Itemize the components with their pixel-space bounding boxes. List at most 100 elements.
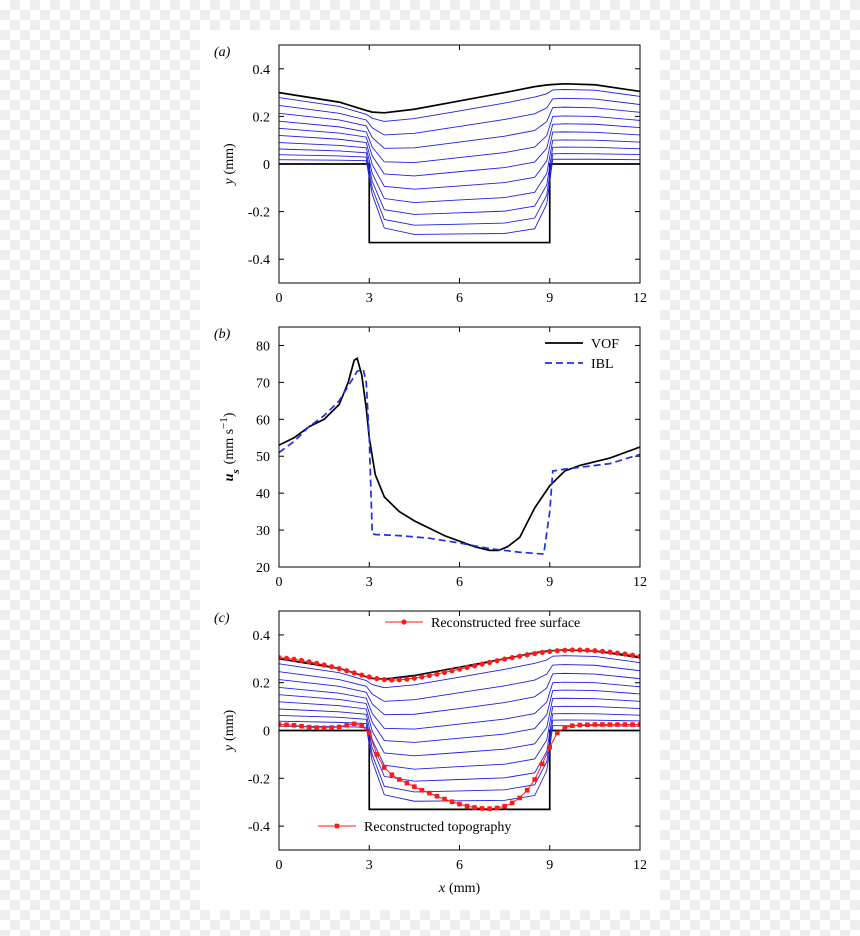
marker [441, 669, 448, 676]
y-axis-label: y (mm) [222, 710, 237, 754]
marker [374, 676, 380, 682]
curve [279, 158, 640, 235]
x-tick-label: 0 [276, 291, 283, 306]
marker [494, 805, 500, 811]
marker [607, 649, 613, 655]
x-axis-label-part: (mm) [449, 881, 480, 896]
marker [532, 777, 538, 782]
marker [456, 666, 463, 672]
marker [283, 655, 290, 661]
curve [279, 697, 640, 757]
x-tick-label: 0 [276, 575, 283, 590]
marker [600, 722, 605, 727]
marker [366, 730, 372, 736]
marker [464, 803, 470, 809]
marker [344, 668, 350, 674]
curve [279, 163, 640, 244]
marker [637, 653, 640, 660]
curve [279, 106, 640, 149]
marker [306, 724, 312, 730]
x-tick-label: 9 [546, 575, 553, 590]
y-tick-label: -0.2 [248, 772, 270, 787]
marker [577, 647, 583, 653]
marker [547, 648, 553, 654]
marker [517, 795, 522, 801]
curve [279, 681, 640, 730]
series-line [279, 368, 640, 555]
y-axis-label: us (mm s−1) [218, 412, 242, 481]
marker [344, 722, 349, 728]
x-tick-label: 12 [633, 575, 647, 590]
panel-label: (b) [214, 327, 231, 342]
marker [404, 780, 410, 786]
marker [607, 722, 613, 727]
marker [524, 787, 530, 793]
marker [298, 657, 305, 664]
curve [279, 115, 640, 164]
x-tick-label: 0 [276, 858, 283, 873]
marker [374, 752, 380, 757]
marker [569, 647, 575, 653]
marker [472, 805, 477, 810]
marker [279, 655, 282, 661]
curve [279, 97, 640, 136]
panel-label: (a) [214, 45, 231, 60]
marker [457, 801, 462, 807]
y-tick-label: 0.2 [253, 110, 271, 125]
curve [279, 655, 640, 689]
y-tick-label: 80 [256, 339, 270, 354]
y-tick-label: 0 [263, 158, 270, 173]
marker [284, 722, 289, 728]
x-tick-label: 3 [366, 575, 373, 590]
x-axis-label-part: x [438, 881, 446, 896]
marker [562, 725, 568, 730]
marker [434, 671, 440, 677]
x-tick-label: 6 [456, 291, 463, 306]
marker [411, 675, 417, 681]
marker [585, 722, 590, 728]
marker [487, 806, 492, 811]
y-axis-label-part: (mm) [222, 710, 237, 741]
y-axis-label-part: u [222, 473, 237, 481]
marker [389, 677, 395, 683]
marker [464, 664, 470, 671]
marker [570, 723, 575, 729]
legend-label: IBL [591, 357, 614, 372]
curve [279, 664, 640, 702]
x-axis-label: x (mm) [438, 881, 481, 896]
marker [577, 722, 583, 728]
marker [426, 672, 433, 679]
marker [351, 670, 357, 676]
marker [554, 730, 560, 736]
curve [279, 82, 640, 114]
y-axis-label-part: −1 [218, 417, 230, 429]
marker [291, 656, 297, 662]
y-axis-label-part: y [222, 178, 237, 187]
marker [509, 655, 515, 661]
x-tick-label: 6 [456, 575, 463, 590]
y-tick-label: 0 [263, 725, 270, 740]
marker [359, 672, 365, 678]
curve [279, 131, 640, 190]
marker [471, 663, 478, 669]
marker [314, 725, 319, 730]
legend-label: Reconstructed free surface [431, 616, 580, 631]
marker [299, 723, 304, 729]
marker [592, 648, 598, 654]
marker [404, 676, 410, 682]
marker [442, 796, 447, 802]
y-axis-label: y (mm) [222, 143, 237, 187]
marker [614, 650, 621, 656]
marker [637, 722, 640, 727]
marker [509, 800, 515, 806]
legend-label: VOF [591, 337, 619, 352]
marker [366, 674, 372, 680]
marker [306, 659, 312, 665]
marker [554, 648, 560, 654]
y-tick-label: 60 [256, 413, 270, 428]
marker [584, 647, 590, 653]
y-axis-label-part: (mm s [222, 429, 237, 464]
marker [291, 722, 297, 728]
marker [329, 725, 334, 730]
